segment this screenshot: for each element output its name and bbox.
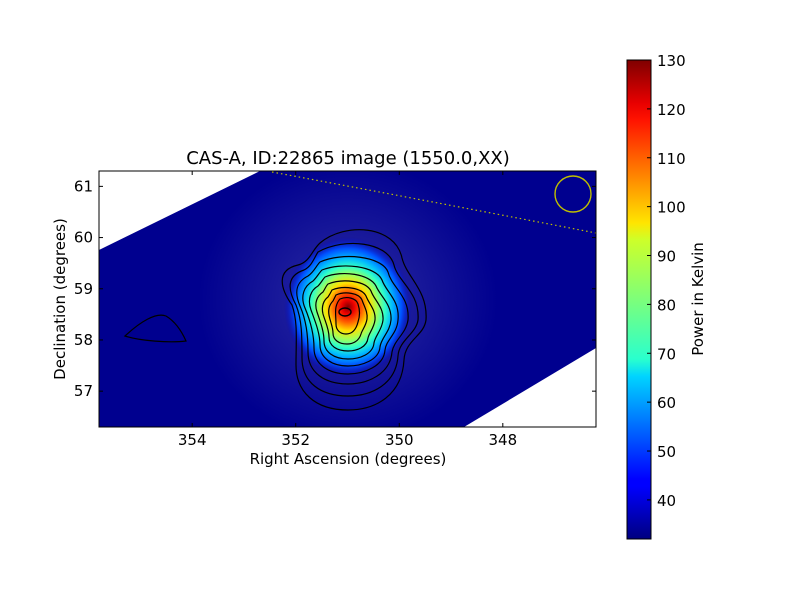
y-tick-label: 59: [74, 280, 93, 298]
x-tick-label: 348: [488, 431, 517, 449]
colorbar-tick-label: 70: [657, 345, 676, 363]
colorbar-tick-label: 120: [657, 101, 686, 119]
x-axis-ticks: 354 352 350 348: [178, 171, 517, 449]
plot-area: 354 352 350 348 57 58 59 60 61: [74, 170, 597, 449]
y-tick-label: 60: [74, 229, 93, 247]
colorbar-label: Power in Kelvin: [689, 242, 707, 356]
contour-line: [321, 286, 376, 352]
contour-line: [334, 297, 361, 335]
contour-peak: [338, 307, 352, 317]
y-axis-label: Declination (degrees): [51, 218, 69, 380]
colorbar-ticks: 40 50 60 70 80 90 100 110 120 130: [647, 52, 686, 510]
horizon-line: [271, 171, 596, 234]
source-heat: [284, 237, 412, 377]
chart-title: CAS-A, ID:22865 image (1550.0,XX): [186, 148, 510, 169]
y-tick-label: 58: [74, 331, 93, 349]
colorbar-gradient: [626, 59, 652, 540]
contour-line: [328, 292, 368, 345]
plot-frame: [98, 170, 597, 428]
y-tick-label: 61: [74, 177, 93, 195]
x-axis-label: Right Ascension (degrees): [250, 450, 447, 468]
contour-line: [302, 265, 399, 375]
contour-line: [289, 242, 419, 397]
contour-line: [296, 255, 409, 385]
y-axis-ticks: 57 58 59 60 61: [74, 177, 596, 400]
colorbar: 40 50 60 70 80 90 100 110 120 130 Power in Kelvin: [626, 52, 707, 540]
contour-line: [315, 280, 384, 360]
colorbar-tick-label: 90: [657, 248, 676, 266]
colorbar-tick-label: 40: [657, 492, 676, 510]
x-tick-label: 352: [281, 431, 310, 449]
colorbar-tick-label: 50: [657, 443, 676, 461]
beam-circle: [554, 175, 592, 213]
contour-line: [281, 229, 427, 411]
colorbar-tick-label: 130: [657, 52, 686, 70]
colorbar-tick-label: 100: [657, 199, 686, 217]
contour-line: [308, 273, 392, 367]
y-tick-label: 57: [74, 382, 93, 400]
colorbar-tick-label: 80: [657, 296, 676, 314]
colorbar-tick-label: 110: [657, 150, 686, 168]
x-tick-label: 350: [385, 431, 414, 449]
colorbar-tick-label: 60: [657, 394, 676, 412]
contour-side-blob: [123, 314, 187, 343]
x-tick-label: 354: [178, 431, 207, 449]
contours: [123, 229, 427, 411]
